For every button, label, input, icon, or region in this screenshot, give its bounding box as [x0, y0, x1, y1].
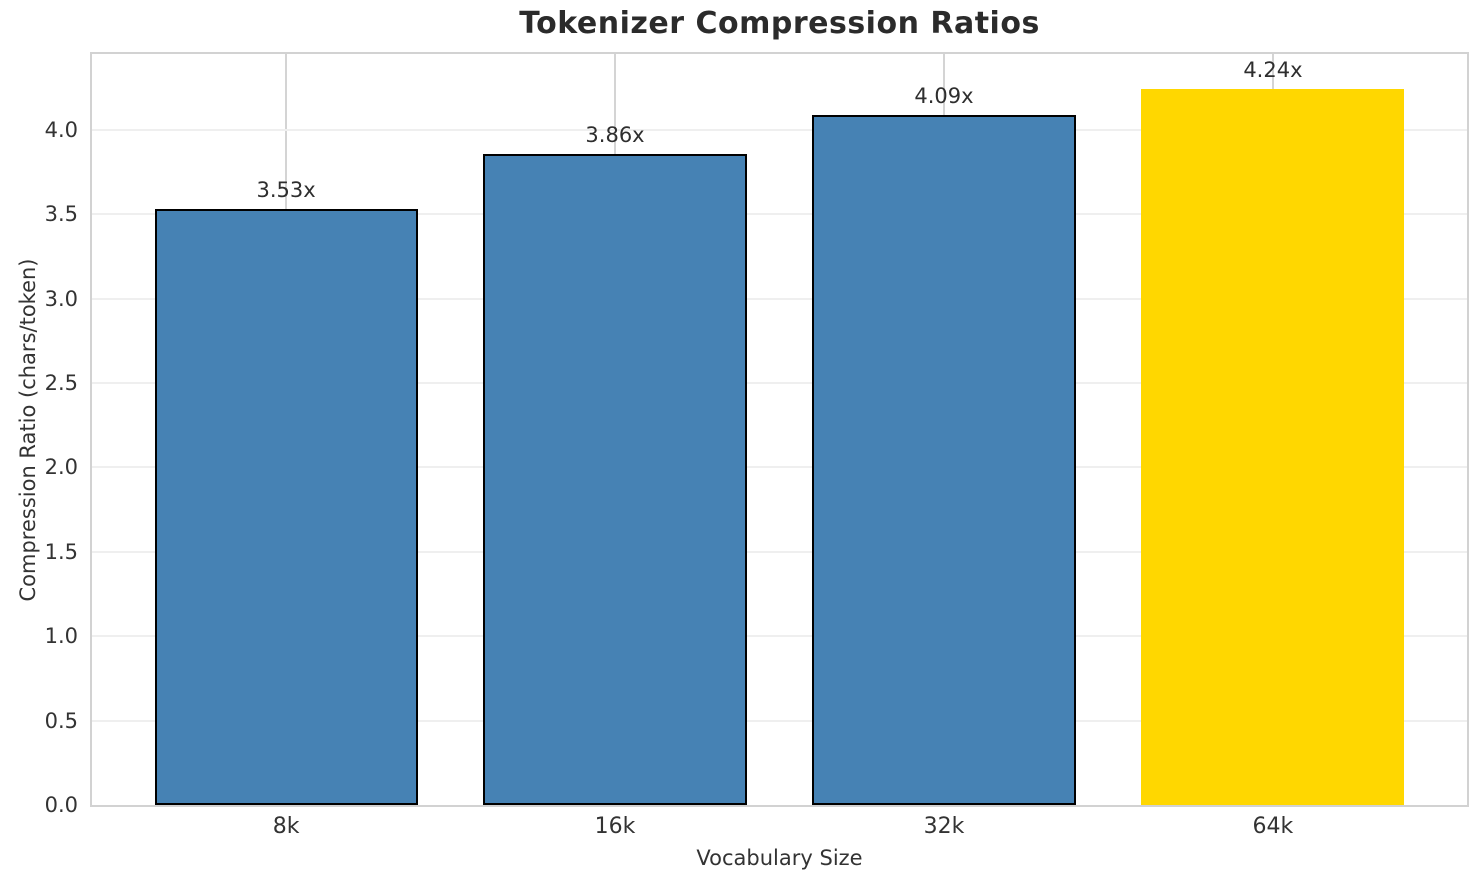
x-tick-label: 16k — [594, 814, 636, 839]
bar-value-label: 3.86x — [585, 122, 645, 147]
y-tick-label: 0.5 — [44, 708, 78, 733]
x-tick-label: 64k — [1252, 814, 1294, 839]
x-tick-label: 8k — [272, 814, 300, 839]
x-axis-label: Vocabulary Size — [696, 846, 863, 870]
gridline-horizontal — [92, 297, 1467, 300]
y-tick-label: 2.0 — [44, 455, 78, 480]
gridline-horizontal — [92, 635, 1467, 638]
gridline-horizontal — [92, 719, 1467, 722]
gridline-horizontal — [92, 466, 1467, 469]
y-tick-label: 3.0 — [44, 286, 78, 311]
y-tick-label: 1.5 — [44, 539, 78, 564]
chart-title: Tokenizer Compression Ratios — [519, 6, 1040, 41]
gridline-horizontal — [92, 213, 1467, 216]
gridline-horizontal — [92, 128, 1467, 131]
gridline-horizontal — [92, 550, 1467, 553]
bar-32k — [812, 114, 1076, 805]
bar-64k — [1141, 89, 1405, 805]
gridline-horizontal — [92, 382, 1467, 385]
y-tick-label: 1.0 — [44, 624, 78, 649]
y-axis-label: Compression Ratio (chars/token) — [16, 258, 40, 602]
y-tick-label: 3.5 — [44, 202, 78, 227]
y-tick-label: 4.0 — [44, 117, 78, 142]
bar-8k — [154, 209, 418, 805]
plot-area: 3.53x 3.86x 4.09x 4.24x — [90, 52, 1469, 807]
bar-value-label: 4.24x — [1243, 58, 1303, 83]
bar-value-label: 3.53x — [256, 178, 316, 203]
bar-value-label: 4.09x — [914, 83, 974, 108]
bar-16k — [483, 153, 747, 805]
x-tick-label: 32k — [923, 814, 965, 839]
y-tick-label: 0.0 — [44, 793, 78, 817]
y-tick-label: 2.5 — [44, 371, 78, 396]
